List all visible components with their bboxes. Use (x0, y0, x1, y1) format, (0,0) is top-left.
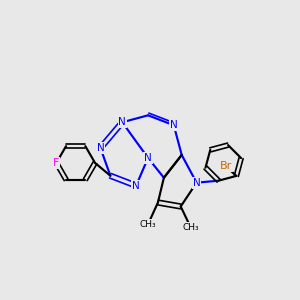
Text: Br: Br (220, 161, 232, 171)
Text: N: N (132, 181, 140, 191)
Text: N: N (170, 120, 178, 130)
Text: N: N (97, 143, 104, 153)
Text: CH₃: CH₃ (140, 220, 156, 229)
Text: N: N (118, 117, 126, 127)
Text: N: N (193, 178, 200, 188)
Text: F: F (53, 158, 60, 168)
Text: N: N (144, 153, 152, 163)
Text: CH₃: CH₃ (182, 223, 199, 232)
